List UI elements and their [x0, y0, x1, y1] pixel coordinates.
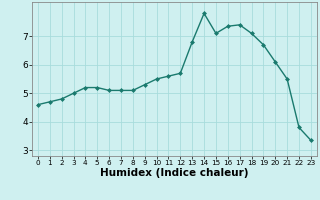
X-axis label: Humidex (Indice chaleur): Humidex (Indice chaleur)	[100, 168, 249, 178]
